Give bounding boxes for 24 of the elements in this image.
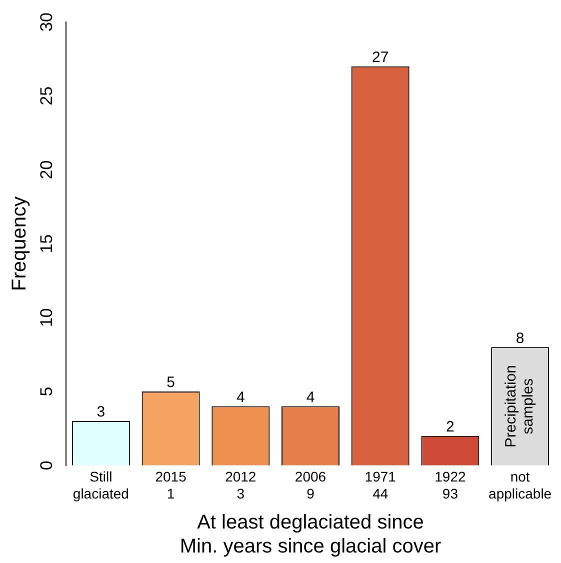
x-tick-label: 1922 93 xyxy=(434,468,466,502)
x-tick-label: 1971 44 xyxy=(364,468,396,502)
data-label: 2 xyxy=(446,418,454,436)
y-axis-title: Frequency xyxy=(8,196,31,291)
x-tick-label: 2006 9 xyxy=(294,468,326,502)
y-tick-label: 20 xyxy=(37,160,56,180)
data-label: 5 xyxy=(166,374,175,392)
y-tick-label: 5 xyxy=(37,386,56,396)
x-axis-title: At least deglaciated since Min. years since glacial cover xyxy=(180,512,442,558)
x-tick-label: 2012 3 xyxy=(225,468,256,502)
data-label: 8 xyxy=(516,330,524,347)
data-label: 4 xyxy=(236,388,245,406)
x-tick-label: not applicable xyxy=(488,468,552,502)
annotation: Precipitation samples xyxy=(502,365,537,448)
x-tick-label: Still glaciated xyxy=(72,468,129,502)
y-tick-label: 30 xyxy=(37,12,56,32)
y-tick-label: 10 xyxy=(37,308,56,328)
data-label: 4 xyxy=(306,388,315,406)
data-label: 27 xyxy=(372,48,389,66)
y-tick-label: 0 xyxy=(37,460,56,470)
y-tick-label: 25 xyxy=(37,86,56,106)
y-tick-label: 15 xyxy=(37,234,56,254)
data-label: 3 xyxy=(96,404,106,421)
x-tick-label: 2015 1 xyxy=(155,468,187,502)
